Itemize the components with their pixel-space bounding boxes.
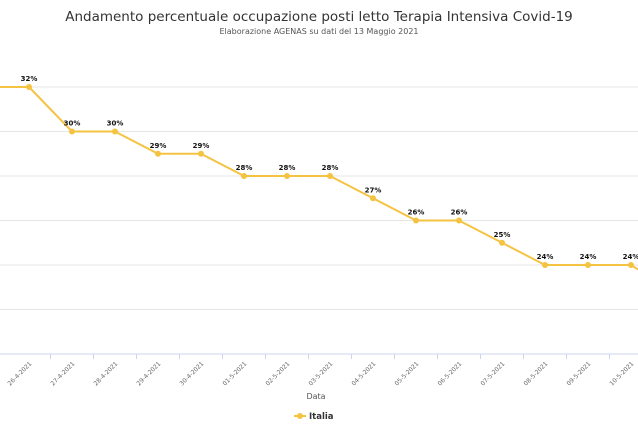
x-tick-label: 10-5-2021 [608,360,635,387]
series-line-italia [0,86,638,271]
data-point[interactable] [155,150,161,157]
x-axis-title: Data [306,392,325,401]
data-point[interactable] [456,217,462,224]
x-tick-label: 27-4-2021 [49,360,76,387]
data-point[interactable] [585,262,591,268]
legend[interactable]: Italia [294,412,334,422]
data-point[interactable] [370,195,376,202]
x-tick-label: 03-5-2021 [307,360,334,387]
data-label: 24% [623,253,638,261]
data-point[interactable] [413,217,419,224]
x-tick-label: 06-5-2021 [436,360,463,387]
x-axis-ticks: 26-4-2021 27-4-2021 28-4-2021 29-4-2021 30-4… [6,354,636,387]
data-label: 28% [279,164,296,172]
data-label: 32% [21,75,38,83]
x-tick-label: 02-5-2021 [264,360,291,387]
x-tick-label: 26-4-2021 [6,360,33,387]
data-point[interactable] [198,150,204,157]
legend-item-italia[interactable]: Italia [309,412,334,422]
data-point[interactable] [112,128,118,135]
data-point[interactable] [284,173,290,179]
data-point[interactable] [542,262,548,268]
grid-lines [0,86,638,310]
x-tick-label: 30-4-2021 [178,360,205,387]
data-label: 25% [494,231,511,239]
x-tick-label: 07-5-2021 [479,360,506,387]
x-tick-label: 29-4-2021 [135,360,162,387]
x-tick-label: 28-4-2021 [92,360,119,387]
x-tick-label: 09-5-2021 [565,360,592,387]
x-tick-label: 08-5-2021 [522,360,549,387]
chart-title: Andamento percentuale occupazione posti … [65,9,573,25]
data-point[interactable] [69,128,75,135]
data-point[interactable] [628,262,634,268]
data-point[interactable] [26,84,32,90]
legend-marker [297,413,303,419]
data-label: 29% [150,142,167,150]
data-label: 24% [580,253,597,261]
data-label: 30% [64,120,81,128]
data-labels: 32% 30% 30% 29% 29% 28% 28% 28% 27% 26% 26% 25% 24% 2… [21,75,638,261]
x-tick-label: 04-5-2021 [350,360,377,387]
data-label: 28% [322,164,339,172]
data-point[interactable] [499,239,505,246]
data-label: 30% [107,120,124,128]
chart-subtitle: Elaborazione AGENAS su dati del 13 Maggi… [220,27,419,36]
data-label: 26% [451,209,468,217]
data-label: 24% [537,253,554,261]
data-label: 29% [193,142,210,150]
series-italia [0,84,638,271]
data-point[interactable] [327,173,333,179]
data-label: 28% [236,164,253,172]
x-tick-label: 05-5-2021 [393,360,420,387]
data-label: 26% [408,209,425,217]
x-tick-label: 01-5-2021 [221,360,248,387]
data-label: 27% [365,186,382,194]
data-point[interactable] [241,173,247,179]
